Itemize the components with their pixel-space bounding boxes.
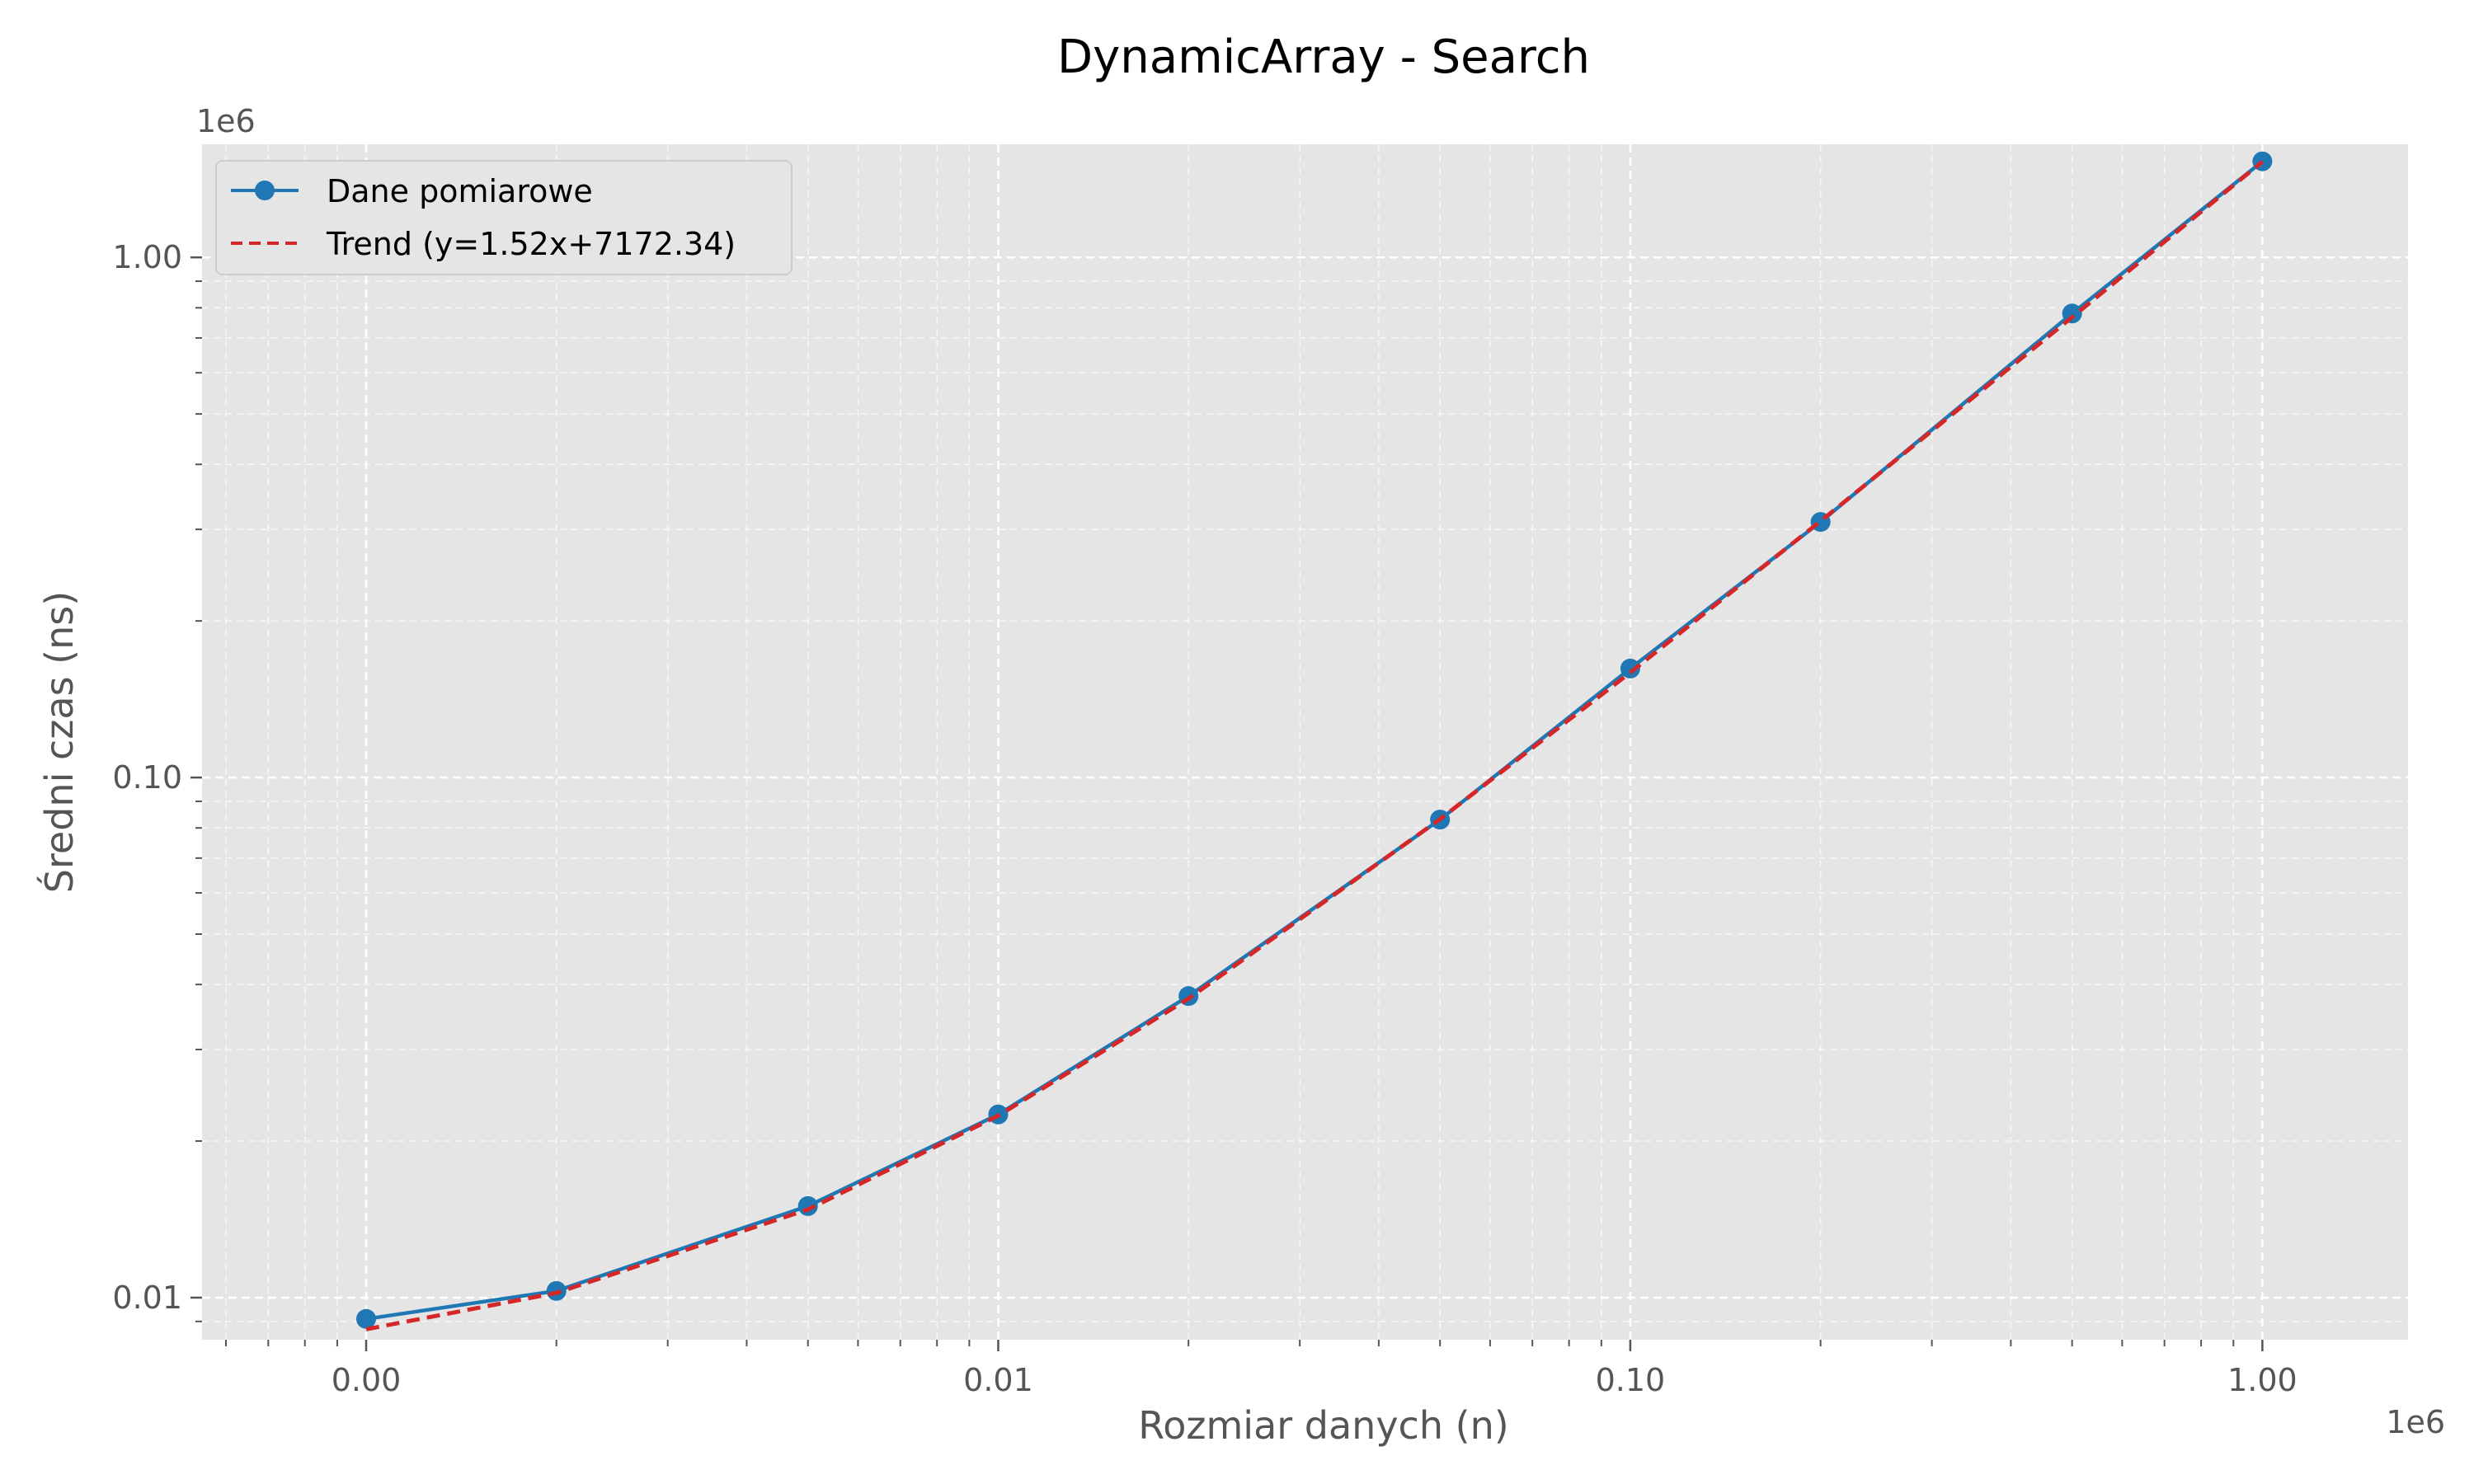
x-tick-label: 0.10 xyxy=(1596,1362,1666,1398)
data-point-measured xyxy=(1178,986,1199,1007)
x-axis-label: Rozmiar danych (n) xyxy=(1138,1403,1508,1448)
data-point-measured xyxy=(356,1308,377,1329)
legend-marker-measured xyxy=(255,181,275,200)
y-axis-label: Średni czas (ns) xyxy=(37,591,82,893)
legend-label-measured: Dane pomiarowe xyxy=(327,173,593,209)
grid-major xyxy=(202,144,2408,1340)
data-point-measured xyxy=(2252,151,2273,171)
y-axis: 0.01 0.10 1.00 xyxy=(112,239,202,1322)
series-line-measured xyxy=(365,159,2264,1322)
y-tick-label: 1.00 xyxy=(112,239,182,275)
series-layer xyxy=(356,151,2273,1331)
x-axis: 0.00 0.01 0.10 1.00 xyxy=(224,1340,2298,1398)
legend-box xyxy=(215,160,793,275)
plot-area xyxy=(202,144,2408,1340)
x-tick-label: 0.01 xyxy=(963,1362,1033,1398)
data-point-measured xyxy=(1620,658,1640,679)
data-point-measured xyxy=(797,1195,818,1216)
grid-minor xyxy=(202,144,2408,1340)
legend: Dane pomiarowe Trend (y=1.52x+7172.34) xyxy=(215,160,793,275)
data-point-measured xyxy=(2062,303,2082,324)
x-offset-text: 1e6 xyxy=(2386,1404,2445,1440)
legend-label-trend: Trend (y=1.52x+7172.34) xyxy=(326,226,736,262)
chart-title: DynamicArray - Search xyxy=(1057,31,1590,84)
x-tick-label: 0.00 xyxy=(332,1362,402,1398)
y-tick-label: 0.01 xyxy=(112,1280,182,1316)
y-offset-text: 1e6 xyxy=(196,103,256,139)
x-tick-label: 1.00 xyxy=(2227,1362,2298,1398)
y-tick-label: 0.10 xyxy=(112,759,182,796)
